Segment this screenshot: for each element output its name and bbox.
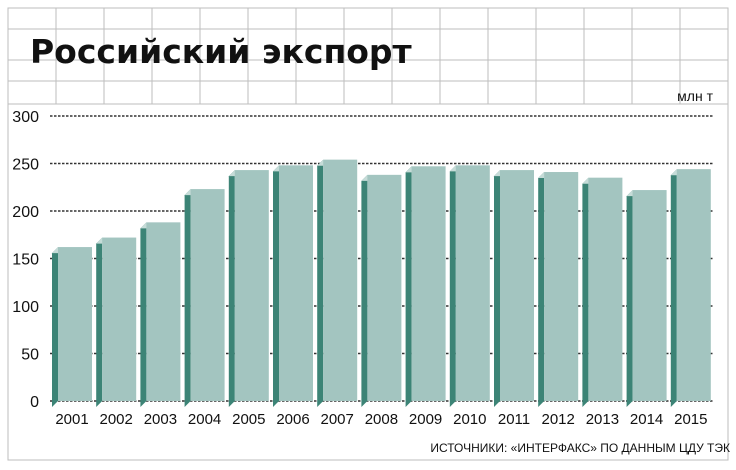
bar-front (58, 247, 92, 401)
x-tick-label: 2007 (321, 411, 354, 428)
bar-front (146, 222, 181, 401)
bar-front (190, 189, 225, 401)
bar-side (317, 159, 324, 407)
bar-side (626, 190, 633, 407)
bar-front (234, 170, 269, 401)
bar-side (96, 237, 103, 407)
y-tick-label: 250 (12, 157, 39, 174)
x-tick-label: 2003 (144, 411, 177, 428)
bar (582, 177, 623, 407)
bar-front (500, 170, 534, 401)
bars (52, 159, 711, 407)
y-axis-ticks: 0 50 100 150 200 250 300 (12, 109, 39, 411)
x-tick-label: 2005 (232, 411, 265, 428)
x-tick-label: 2008 (365, 411, 398, 428)
bar (96, 237, 137, 407)
bar (317, 159, 358, 407)
bar-side (273, 165, 279, 407)
x-tick-label: 2010 (453, 411, 486, 428)
bar-front (455, 165, 490, 401)
bar (670, 169, 711, 407)
x-tick-label: 2001 (55, 411, 88, 428)
bar-front (544, 172, 579, 401)
x-tick-label: 2002 (100, 411, 133, 428)
x-tick-label: 2015 (674, 411, 707, 428)
bar (494, 170, 534, 407)
bar (140, 222, 181, 407)
x-tick-label: 2009 (409, 411, 442, 428)
chart-title: Российский экспорт (30, 32, 412, 71)
x-axis-labels: 2001 2002 2003 2004 2005 2006 2007 2008 2009 2010… (55, 411, 707, 428)
background-frame (7, 7, 729, 461)
bar-side (582, 177, 589, 407)
source-note: ИСТОЧНИКИ: «ИНТЕРФАКС» ПО ДАННЫМ ЦДУ ТЭК (430, 441, 730, 455)
bar-front (323, 159, 358, 401)
y-tick-label: 300 (12, 109, 39, 126)
bar-front (102, 237, 137, 401)
bar-side (184, 189, 191, 407)
bar-front (367, 174, 402, 401)
y-tick-label: 100 (12, 299, 39, 316)
bar-front (279, 165, 313, 401)
bar (52, 247, 92, 407)
unit-label: млн т (677, 88, 713, 104)
bar (405, 166, 446, 407)
x-tick-label: 2012 (542, 411, 575, 428)
bar-front (676, 169, 711, 401)
bar-side (140, 222, 147, 407)
bar (184, 189, 225, 407)
x-tick-label: 2006 (276, 411, 309, 428)
bar-front (411, 166, 446, 401)
bar-front (588, 177, 623, 401)
bar (228, 170, 269, 407)
bar-side (52, 247, 58, 407)
x-tick-label: 2011 (498, 411, 530, 428)
bar (538, 172, 579, 407)
y-tick-label: 150 (12, 252, 39, 269)
y-tick-label: 50 (21, 347, 39, 364)
y-tick-label: 200 (12, 204, 39, 221)
bar-side (405, 166, 412, 407)
bar (361, 174, 402, 407)
bar-side (494, 170, 500, 407)
bar-side (538, 172, 545, 407)
x-tick-label: 2013 (586, 411, 619, 428)
bar (626, 190, 667, 407)
bar-side (361, 174, 368, 407)
x-tick-label: 2004 (188, 411, 221, 428)
bar (449, 165, 490, 407)
bar-side (449, 165, 456, 407)
bar (273, 165, 313, 407)
bar-front (632, 190, 667, 401)
bar-side (228, 170, 235, 407)
x-tick-label: 2014 (630, 411, 663, 428)
bar-side (670, 169, 677, 407)
y-tick-label: 0 (30, 394, 39, 411)
